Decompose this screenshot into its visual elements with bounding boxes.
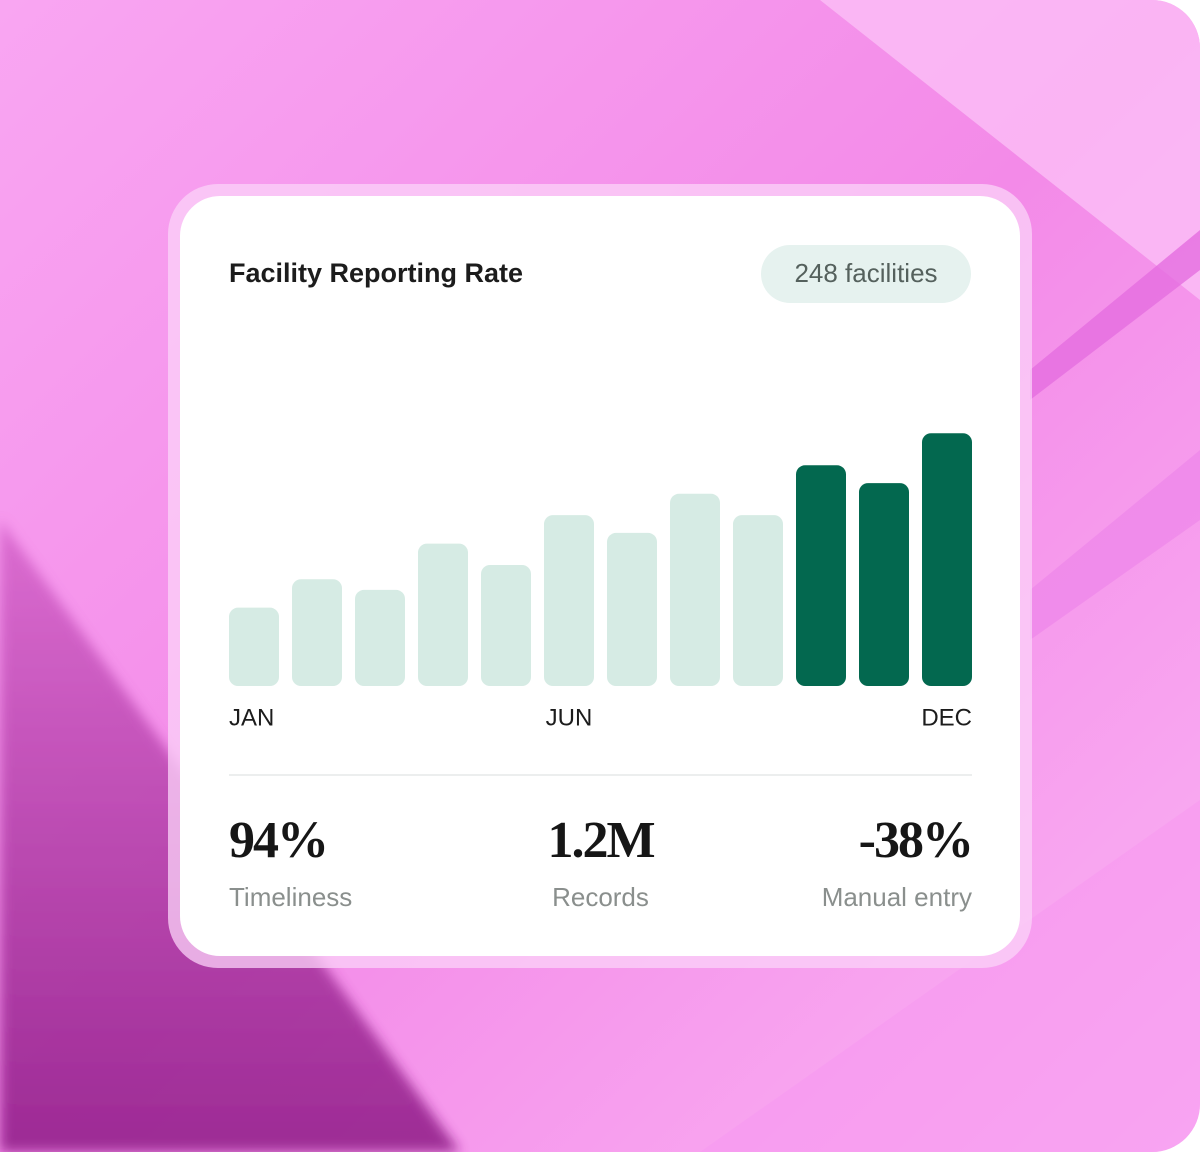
card xyxy=(180,196,1020,956)
bar xyxy=(292,579,342,686)
stat-label: Records xyxy=(552,882,649,912)
bar xyxy=(733,515,783,686)
x-tick-label: JUN xyxy=(546,704,593,731)
bar xyxy=(481,564,531,686)
x-tick-label: DEC xyxy=(921,704,972,731)
chart-title: Facility Reporting Rate xyxy=(229,258,523,288)
x-tick-label: JAN xyxy=(229,704,274,731)
bar xyxy=(796,465,846,686)
bar xyxy=(355,589,405,686)
badge-text: 248 facilities xyxy=(794,258,937,288)
badge xyxy=(761,245,971,303)
bar xyxy=(670,493,720,686)
bar xyxy=(229,607,279,686)
stat-label: Timeliness xyxy=(229,882,352,912)
bar xyxy=(922,433,972,686)
bar xyxy=(544,515,594,686)
stat-value: -38% xyxy=(859,812,972,869)
bar xyxy=(418,543,468,686)
bar xyxy=(607,532,657,686)
bg-shape xyxy=(1030,450,1200,640)
stat-value: 1.2M xyxy=(547,812,654,869)
stat-value: 94% xyxy=(229,812,327,869)
stat-label: Manual entry xyxy=(822,882,972,912)
bg-shape xyxy=(500,0,1200,300)
bar xyxy=(859,483,909,686)
bg-shape xyxy=(700,800,1200,1152)
bg-shape xyxy=(1030,230,1200,400)
